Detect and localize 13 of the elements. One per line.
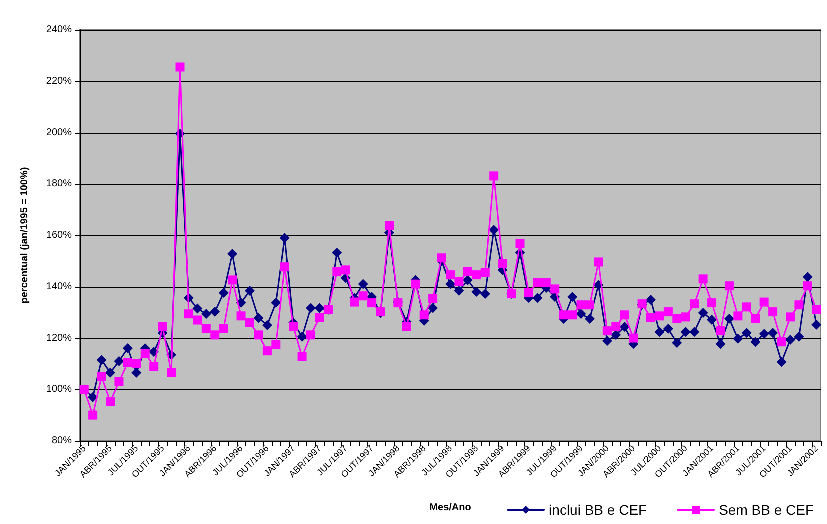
- y-tick-label: 240%: [46, 24, 72, 36]
- y-tick-label: 220%: [46, 76, 72, 87]
- legend-label: Sem BB e CEF: [719, 502, 814, 518]
- y-tick-label: 200%: [46, 127, 72, 138]
- x-axis-title: Mes/Ano: [430, 502, 472, 514]
- y-axis-title: percentual (jan/1995 = 100%): [20, 167, 30, 304]
- y-tick-label: 180%: [46, 178, 72, 190]
- y-tick-label: 140%: [46, 281, 72, 292]
- y-tick-label: 160%: [46, 230, 72, 241]
- y-tick-label: 80%: [52, 436, 72, 446]
- y-tick-label: 100%: [46, 384, 72, 396]
- legend-label: inclui BB e CEF: [549, 502, 648, 518]
- y-tick-label: 120%: [46, 332, 72, 344]
